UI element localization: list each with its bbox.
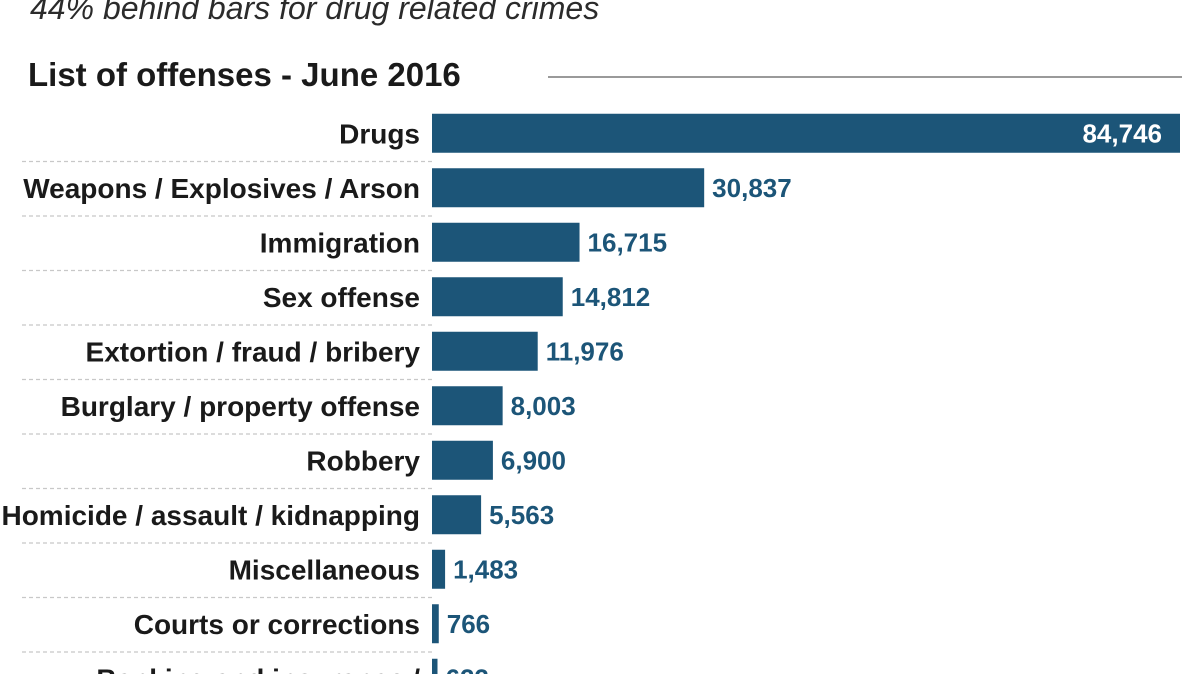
category-label: Weapons / Explosives / Arson <box>23 173 420 204</box>
value-label: 14,812 <box>571 282 651 312</box>
bar <box>432 604 439 644</box>
category-label: Immigration <box>260 227 420 258</box>
value-label: 8,003 <box>511 391 576 421</box>
bar <box>432 440 493 480</box>
bar <box>432 168 705 208</box>
category-label: Extortion / fraud / bribery <box>86 336 421 367</box>
title-rule <box>548 76 1182 78</box>
category-label: Homicide / assault / kidnapping <box>1 500 420 531</box>
bar <box>432 113 1180 153</box>
category-label: Courts or corrections <box>134 609 420 640</box>
value-label: 5,563 <box>489 500 554 530</box>
category-label: Drugs <box>339 118 420 149</box>
value-label: 16,715 <box>588 227 668 257</box>
bar <box>432 549 446 589</box>
bar <box>432 331 538 371</box>
category-label: Banking and insurance / <box>96 663 420 674</box>
category-label: Burglary / property offense <box>61 391 420 422</box>
bar <box>432 495 482 535</box>
category-label: Sex offense <box>263 282 420 313</box>
value-label: 766 <box>447 609 490 639</box>
chart-subtitle: 44% behind bars for drug related crimes <box>30 0 600 26</box>
value-label: 11,976 <box>546 336 624 366</box>
bar <box>432 386 503 426</box>
value-label: 622 <box>445 663 488 674</box>
bar <box>432 222 580 262</box>
value-label: 6,900 <box>501 445 566 475</box>
category-label: Robbery <box>306 445 420 476</box>
bar <box>432 277 563 317</box>
category-label: Miscellaneous <box>229 554 420 585</box>
value-label: 1,483 <box>453 554 518 584</box>
value-label: 30,837 <box>712 173 792 203</box>
value-label: 84,746 <box>1082 118 1162 148</box>
chart-title: List of offenses - June 2016 <box>28 56 461 93</box>
bar <box>432 658 438 674</box>
